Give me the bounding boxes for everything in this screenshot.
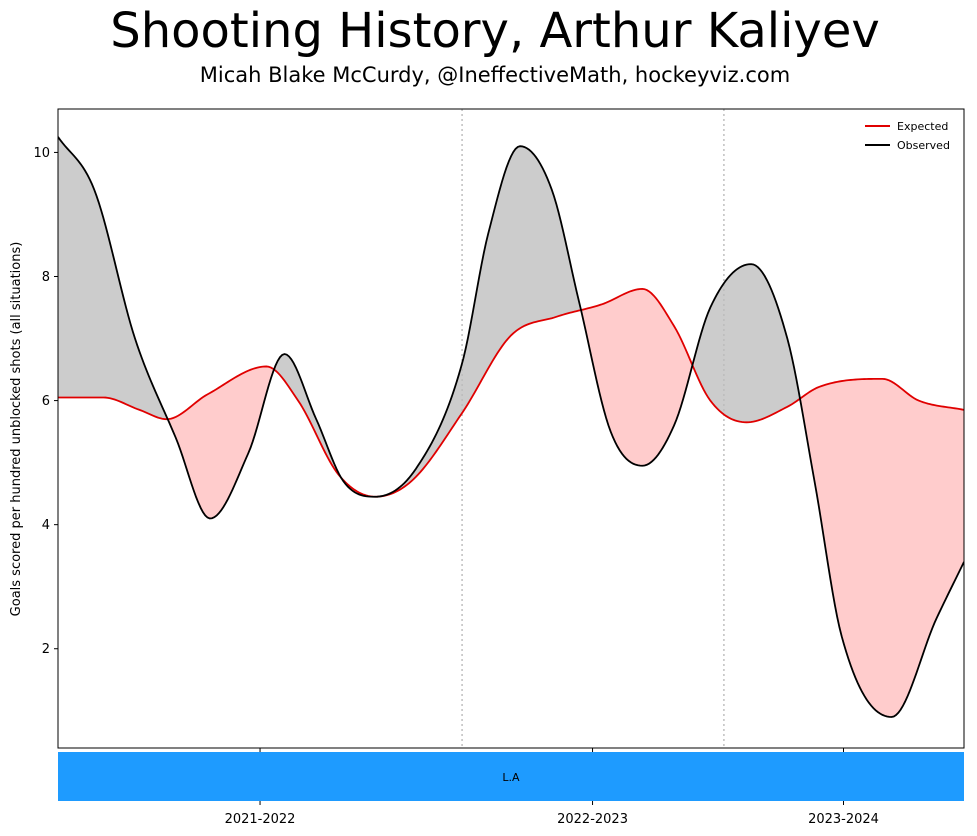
legend: Expected Observed [865, 120, 950, 152]
x-tick-label: 2021-2022 [225, 812, 296, 827]
y-tick-label: 6 [42, 394, 50, 409]
fill-observed-above-expected [58, 136, 169, 423]
chart-title: Shooting History, Arthur Kaliyev [110, 3, 880, 59]
team-band-label: L.A [502, 771, 520, 784]
expected-line [58, 288, 964, 498]
season-boundaries [461, 109, 725, 748]
fill-observed-below-expected [168, 365, 276, 519]
team-band: L.A [58, 752, 964, 801]
x-axis: 2021-2022 2022-2023 2023-2024 [225, 748, 879, 827]
x-tick-label: 2022-2023 [557, 812, 628, 827]
fill-observed-below-expected [581, 288, 695, 466]
team-band-bar [58, 752, 964, 801]
y-axis-label: Goals scored per hundred unblocked shots… [9, 242, 24, 617]
y-tick-label: 2 [42, 642, 50, 657]
fill-observed-above-expected [275, 354, 342, 478]
observed-line [58, 136, 964, 718]
x-tick-label: 2023-2024 [808, 812, 879, 827]
y-tick-label: 8 [42, 270, 50, 285]
chart-subtitle: Micah Blake McCurdy, @IneffectiveMath, h… [199, 63, 791, 87]
legend-label-observed: Observed [897, 139, 950, 152]
y-tick-label: 10 [33, 146, 50, 161]
fill-observed-below-expected [800, 378, 964, 717]
fill-layer [58, 136, 964, 717]
y-tick-label: 4 [42, 518, 50, 533]
fill-observed-above-expected [694, 264, 801, 423]
fill-observed-above-expected [375, 146, 582, 497]
series-lines [58, 136, 964, 718]
plot-frame [57, 108, 965, 749]
legend-label-expected: Expected [897, 120, 948, 133]
y-axis: 2 4 6 8 10 [33, 146, 58, 657]
